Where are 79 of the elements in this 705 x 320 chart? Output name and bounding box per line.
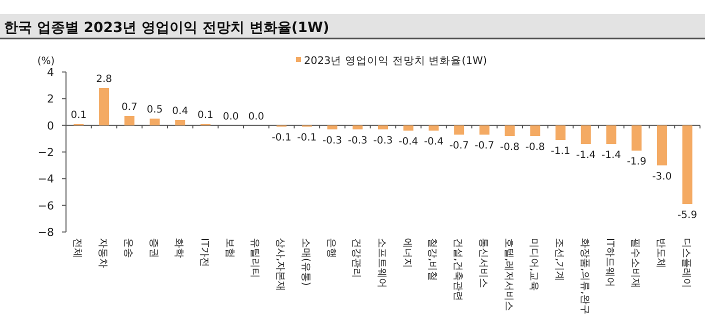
- legend-label: 2023년 영업이익 전망치 변화율(1W): [304, 55, 487, 67]
- x-tick-label: 보험: [224, 238, 235, 258]
- data-label: -1.9: [626, 156, 646, 168]
- data-label: -1.4: [601, 150, 621, 161]
- data-label: -0.3: [322, 135, 342, 146]
- x-tick-label: 철강,비철: [426, 238, 438, 282]
- bar: [124, 116, 134, 126]
- bar: [556, 125, 566, 140]
- data-label: -0.1: [272, 132, 292, 144]
- bar: [403, 125, 414, 131]
- data-label: -0.7: [449, 140, 469, 152]
- x-tick-label: 운송: [122, 238, 134, 258]
- bar: [99, 88, 110, 126]
- y-axis-title: (%): [37, 56, 55, 67]
- bar: [656, 125, 667, 166]
- data-label: 0.0: [248, 111, 264, 122]
- bar: [580, 125, 591, 144]
- data-label: 0.5: [146, 104, 163, 116]
- data-label: -0.3: [348, 135, 368, 146]
- bar: [606, 125, 616, 144]
- data-label: -3.0: [652, 171, 672, 182]
- x-tick-label: 증권: [148, 238, 159, 258]
- bar: [682, 125, 692, 204]
- data-label: 2.8: [96, 74, 112, 85]
- data-label: 0.1: [70, 110, 87, 121]
- y-tick-label: 0: [47, 119, 54, 132]
- x-tick-label: 통신서비스: [477, 238, 488, 288]
- y-tick-label: −2: [38, 146, 54, 159]
- bar: [632, 125, 642, 151]
- x-tick-label: 필수소비재: [630, 238, 641, 288]
- x-tick-label: 소프트웨어: [376, 238, 387, 288]
- x-tick-label: 전체: [72, 238, 83, 258]
- x-tick-label: 화학: [173, 238, 184, 258]
- bar: [530, 125, 540, 136]
- data-label: 0.4: [172, 106, 188, 117]
- data-label: -0.7: [474, 140, 494, 152]
- y-tick-label: −8: [38, 226, 54, 239]
- x-tick-label: 상사,자본재: [274, 238, 286, 292]
- x-tick-label: 자동차: [97, 238, 108, 268]
- x-tick-label: 건설,건축관련: [452, 238, 464, 302]
- data-label: -1.4: [576, 150, 596, 161]
- data-label: -5.9: [678, 210, 698, 221]
- data-label: -0.1: [297, 132, 317, 144]
- data-label: 0.0: [222, 111, 239, 122]
- x-tick-label: 디스플레이: [680, 238, 692, 288]
- bar: [504, 125, 515, 136]
- data-label: -0.4: [424, 136, 444, 148]
- bar: [175, 120, 186, 126]
- x-tick-label: 에너지: [401, 238, 412, 268]
- y-tick-label: −6: [38, 199, 54, 212]
- data-label: 0.1: [198, 110, 214, 121]
- data-label: -0.4: [398, 136, 418, 148]
- x-tick-label: 호텔,레저서비스: [502, 238, 514, 312]
- x-tick-label: IT가전: [198, 238, 210, 268]
- bar: [479, 125, 490, 135]
- x-tick-label: 미디어,교육: [528, 238, 540, 292]
- bar: [352, 125, 363, 130]
- x-tick-label: 은행: [325, 238, 336, 258]
- data-label: -1.1: [550, 146, 570, 157]
- data-label: -0.8: [500, 142, 520, 153]
- data-label: 0.7: [121, 102, 138, 113]
- x-tick-label: 조선,기계: [554, 238, 565, 282]
- x-tick-label: 화장품,의류,완구: [578, 238, 590, 314]
- chart-title: 한국 업종별 2023년 영업이익 전망치 변화율(1W): [4, 20, 330, 36]
- x-tick-label: 소매(유통): [300, 238, 311, 286]
- bar: [428, 125, 439, 131]
- x-tick-label: IT하드웨어: [604, 238, 616, 288]
- data-label: -0.8: [525, 142, 545, 153]
- y-tick-label: 2: [47, 92, 54, 106]
- y-tick-label: −4: [38, 172, 54, 186]
- data-label: -0.3: [373, 135, 393, 146]
- bar: [327, 125, 338, 130]
- bar: [378, 125, 388, 130]
- x-tick-label: 반도체: [654, 238, 666, 268]
- x-tick-label: 건강관리: [350, 238, 362, 278]
- y-tick-label: 4: [47, 66, 54, 79]
- bar: [150, 118, 160, 126]
- bar: [454, 125, 464, 135]
- x-tick-label: 유틸리티: [249, 238, 260, 278]
